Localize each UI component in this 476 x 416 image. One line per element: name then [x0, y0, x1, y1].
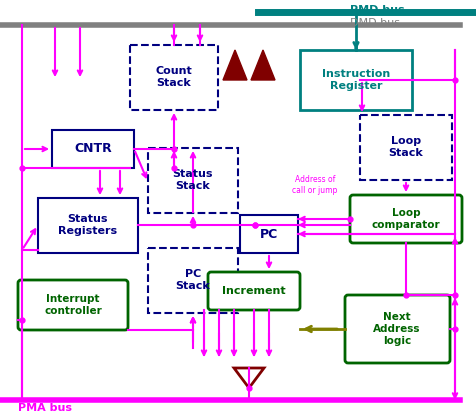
Bar: [38, 198, 138, 253]
Text: Loop
comparator: Loop comparator: [371, 208, 439, 230]
Text: Loop
Stack: Loop Stack: [388, 136, 423, 158]
Text: PC
Stack: PC Stack: [175, 269, 210, 291]
Text: Address of
call or jump: Address of call or jump: [292, 175, 337, 195]
FancyBboxPatch shape: [344, 295, 449, 363]
Polygon shape: [250, 50, 275, 80]
Text: Status
Registers: Status Registers: [59, 214, 117, 236]
Text: Instruction
Register: Instruction Register: [321, 69, 389, 91]
FancyBboxPatch shape: [349, 195, 461, 243]
Text: Status
Stack: Status Stack: [172, 169, 213, 191]
Text: PMD bus: PMD bus: [349, 5, 404, 15]
FancyBboxPatch shape: [130, 45, 218, 110]
FancyBboxPatch shape: [18, 280, 128, 330]
FancyBboxPatch shape: [148, 148, 238, 213]
Text: DMD bus: DMD bus: [349, 18, 399, 28]
FancyBboxPatch shape: [359, 115, 451, 180]
Text: Interrupt
controller: Interrupt controller: [44, 294, 102, 316]
Text: Count
Stack: Count Stack: [155, 66, 192, 88]
FancyBboxPatch shape: [148, 248, 238, 313]
Text: Increment: Increment: [222, 286, 285, 296]
Text: CNTR: CNTR: [74, 143, 112, 156]
FancyBboxPatch shape: [208, 272, 299, 310]
Text: Next
Address
logic: Next Address logic: [372, 312, 420, 346]
Polygon shape: [223, 50, 247, 80]
Text: PC: PC: [259, 228, 278, 240]
Polygon shape: [234, 368, 263, 388]
Bar: [52, 130, 134, 168]
Text: PMA bus: PMA bus: [18, 403, 72, 413]
Bar: [239, 215, 298, 253]
Bar: [299, 50, 411, 110]
